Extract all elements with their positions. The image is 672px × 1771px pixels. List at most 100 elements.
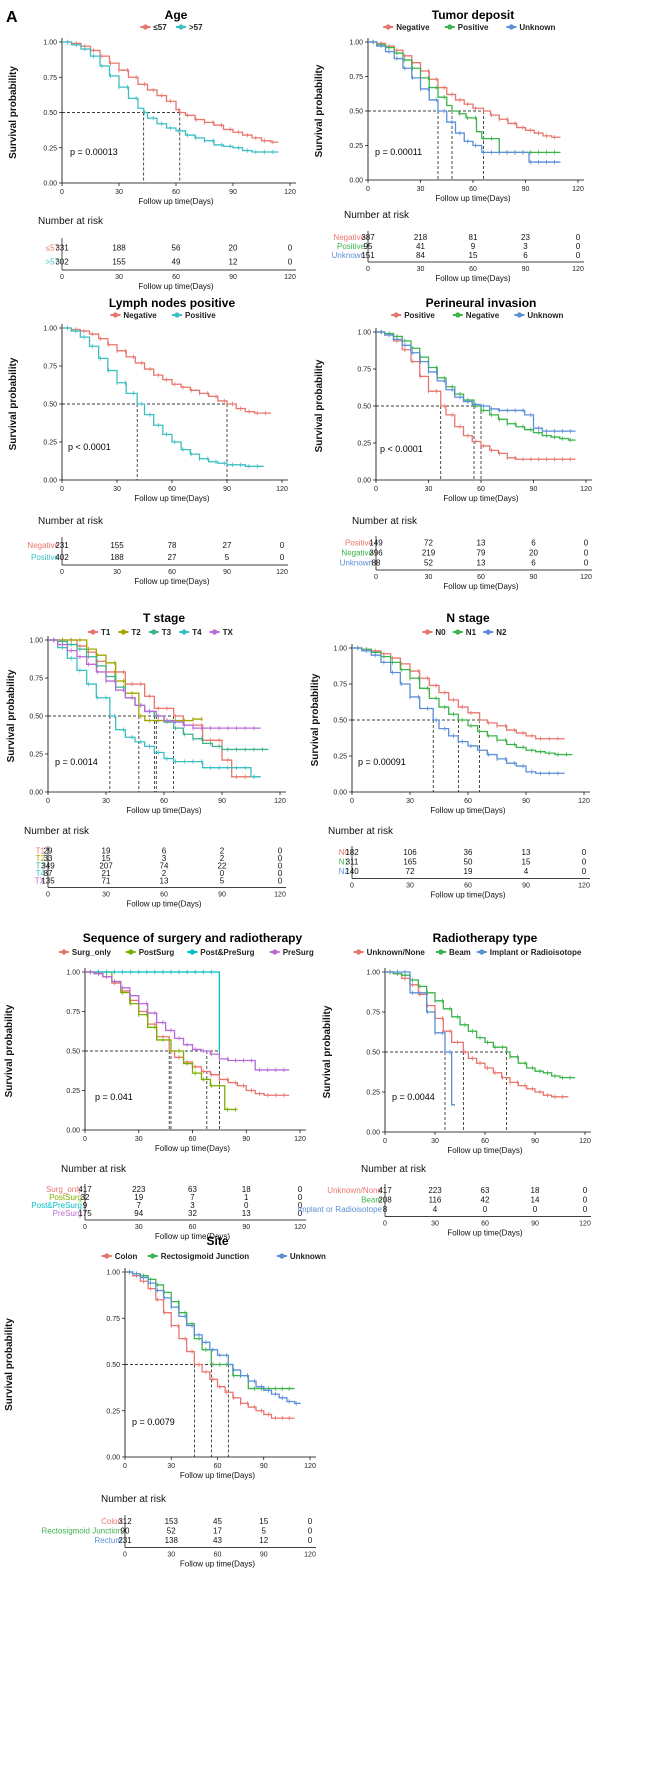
risk-row-label: Beam [361, 1196, 382, 1205]
legend-label: Negative [123, 311, 157, 320]
survival-curve [352, 647, 565, 774]
survival-series [48, 637, 261, 779]
y-tick-label: 0.00 [43, 478, 57, 485]
risk-count: 94 [134, 1209, 143, 1218]
panel-title: Radiotherapy type [433, 931, 538, 945]
survival-curve [62, 327, 271, 414]
risk-count: 0 [278, 862, 283, 871]
risk-x-tick-label: 30 [406, 883, 414, 890]
panel-title: T stage [143, 611, 185, 625]
risk-count: 1 [244, 1193, 249, 1202]
x-tick-label: 60 [160, 798, 168, 805]
risk-count: 140 [345, 867, 359, 876]
risk-count: 0 [278, 854, 283, 863]
legend-swatch-dot [181, 629, 187, 635]
legend-label: Unknown [519, 23, 555, 32]
risk-count: 0 [584, 559, 589, 568]
risk-row-label: Unknown [332, 251, 365, 260]
risk-count: 207 [99, 862, 113, 871]
survival-curve [368, 41, 561, 154]
x-tick-label: 120 [578, 798, 590, 805]
risk-x-tick-label: 30 [431, 1221, 439, 1228]
risk-count: 15 [102, 854, 111, 863]
risk-x-tick-label: 60 [160, 892, 168, 899]
risk-count: 0 [298, 1201, 303, 1210]
risk-count: 2 [162, 869, 167, 878]
risk-x-tick-label: 30 [167, 1552, 175, 1559]
legend-item: T4 [179, 628, 202, 637]
risk-count: 0 [278, 877, 283, 886]
y-tick-label: 1.00 [366, 970, 380, 977]
y-tick-label: 0.75 [43, 75, 57, 82]
p-value: p < 0.0001 [380, 444, 423, 454]
x-tick-label: 90 [229, 189, 237, 196]
legend-swatch-dot [279, 1253, 285, 1259]
x-tick-label: 90 [223, 486, 231, 493]
x-tick-label: 30 [113, 486, 121, 493]
y-axis-label: Survival probability [6, 669, 17, 762]
y-tick-label: 0.75 [333, 682, 347, 689]
legend-item: PreSurg [269, 948, 314, 957]
legend-swatch-dot [424, 629, 430, 635]
y-tick-label: 0.25 [106, 1408, 120, 1415]
legend-label: T3 [162, 628, 172, 637]
risk-x-tick-label: 120 [294, 1224, 306, 1231]
risk-row-label: T3 [36, 862, 46, 871]
risk-x-tick-label: 60 [469, 266, 477, 273]
risk-x-axis-label: Follow up time(Days) [447, 1229, 522, 1238]
y-tick-label: 0.25 [43, 440, 57, 447]
y-tick-label: 0.25 [43, 145, 57, 152]
risk-count: 0 [298, 1185, 303, 1194]
risk-count: 36 [464, 848, 473, 857]
legend-label: PreSurg [283, 948, 314, 957]
y-tick-label: 0.00 [349, 178, 363, 185]
risk-count: 0 [576, 242, 581, 251]
risk-count: 18 [242, 1185, 251, 1194]
x-tick-label: 90 [242, 1136, 250, 1143]
risk-count: 0 [308, 1527, 313, 1536]
risk-x-tick-label: 30 [115, 274, 123, 281]
survival-curve [385, 971, 575, 1079]
y-tick-label: 0.75 [43, 364, 57, 371]
x-tick-label: 120 [579, 1138, 591, 1145]
risk-row-label: >57 [45, 258, 59, 267]
risk-count: 0 [244, 1201, 249, 1210]
risk-x-tick-label: 0 [366, 266, 370, 273]
x-tick-label: 0 [366, 186, 370, 193]
y-tick-label: 0.50 [333, 718, 347, 725]
risk-title: Number at risk [61, 1164, 127, 1175]
figure-label: A [6, 9, 18, 26]
legend-swatch-dot [178, 24, 184, 30]
y-tick-label: 0.50 [43, 110, 57, 117]
risk-x-tick-label: 90 [260, 1552, 268, 1559]
p-value: p < 0.0001 [68, 442, 111, 452]
y-tick-label: 1.00 [66, 970, 80, 977]
risk-count: 29 [44, 847, 53, 856]
x-tick-label: 30 [431, 1138, 439, 1145]
x-tick-label: 120 [304, 1463, 316, 1470]
x-tick-label: 60 [464, 798, 472, 805]
legend-item: N1 [452, 628, 477, 637]
legend-swatch-dot [516, 312, 523, 318]
survival-series [125, 1269, 301, 1406]
risk-row-label: Post&PreSurg [31, 1201, 82, 1210]
risk-count: 19 [464, 867, 473, 876]
risk-x-tick-label: 90 [218, 892, 226, 899]
risk-count: 231 [55, 541, 69, 550]
legend-label: Positive [458, 23, 489, 32]
risk-title: Number at risk [101, 1494, 167, 1505]
risk-count: 223 [428, 1186, 442, 1195]
x-axis-label: Follow up time(Days) [447, 1146, 522, 1155]
risk-count: 33 [44, 854, 53, 863]
x-tick-label: 90 [531, 1138, 539, 1145]
legend-item: Positive [391, 311, 435, 320]
risk-count: 13 [160, 877, 169, 886]
risk-x-tick-label: 120 [276, 569, 288, 576]
y-tick-label: 0.25 [349, 143, 363, 150]
x-tick-label: 30 [135, 1136, 143, 1143]
y-axis-label: Survival probability [4, 1318, 15, 1411]
risk-count: 331 [55, 244, 69, 253]
risk-count: 208 [378, 1196, 392, 1205]
y-tick-label: 1.00 [106, 1270, 120, 1277]
